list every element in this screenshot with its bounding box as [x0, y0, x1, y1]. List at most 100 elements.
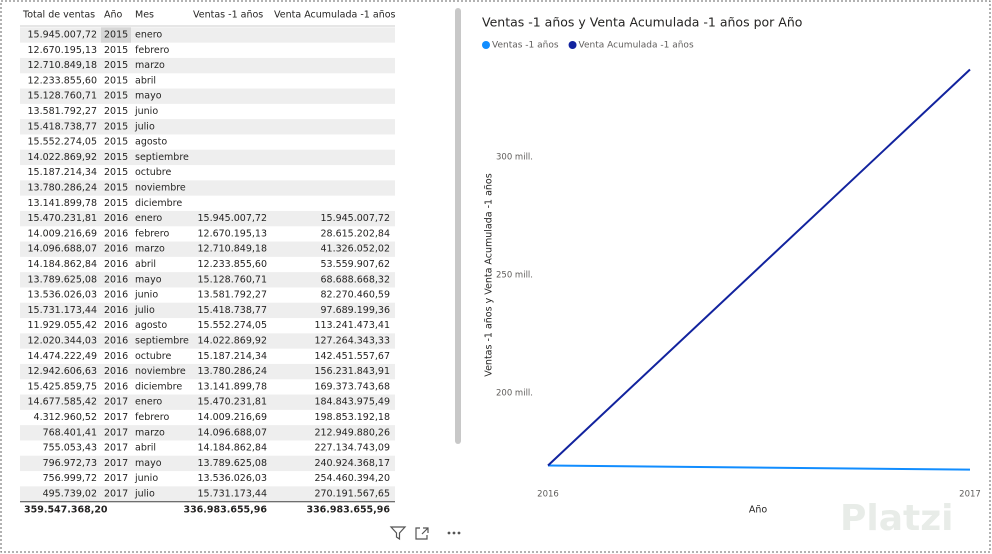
table-cell: octubre	[135, 351, 172, 362]
table-cell: 2017	[104, 397, 128, 408]
column-header: Ventas -1 años	[193, 10, 263, 21]
table-cell: junio	[134, 473, 158, 484]
table-cell: abril	[135, 259, 156, 270]
table-cell: 768.401,41	[43, 427, 97, 438]
legend-label: Venta Acumulada -1 años	[579, 41, 694, 51]
table-cell: 14.009.216,69	[27, 228, 97, 239]
column-header: Venta Acumulada -1 años	[274, 10, 396, 21]
row-band	[20, 210, 395, 227]
table-cell: enero	[135, 30, 162, 41]
table-cell: septiembre	[135, 152, 189, 163]
table-cell: junio	[134, 106, 158, 117]
table-cell: 113.241.473,41	[314, 320, 390, 331]
total-cell: 336.983.655,96	[306, 504, 390, 515]
table-cell: 14.022.869,92	[27, 152, 97, 163]
table-cell: 13.581.792,27	[27, 106, 97, 117]
table-cell: 15.731.173,44	[27, 305, 97, 316]
y-tick-label: 300 mill.	[496, 152, 533, 162]
x-tick-label: 2017	[959, 490, 981, 500]
table-cell: 2016	[104, 290, 128, 301]
table-cell: enero	[135, 213, 162, 224]
legend-marker	[568, 41, 577, 49]
table-cell: enero	[135, 397, 162, 408]
table-cell: 14.184.862,84	[27, 259, 97, 270]
table-cell: 12.233.855,60	[27, 75, 97, 86]
table-cell: 53.559.907,62	[320, 259, 390, 270]
table-cell: 13.536.026,03	[197, 473, 267, 484]
table-cell: abril	[135, 75, 156, 86]
table-cell: 82.270.460,59	[320, 290, 390, 301]
table-cell: 4.312.960,52	[34, 412, 97, 423]
table-cell: 15.552.274,05	[27, 137, 97, 148]
table-cell: agosto	[135, 137, 167, 148]
table-cell: 2016	[104, 381, 128, 392]
scrollbar[interactable]	[455, 8, 461, 444]
table-cell: 755.053,43	[43, 443, 97, 454]
expand-icon[interactable]	[415, 527, 429, 540]
table-cell: 2017	[104, 473, 128, 484]
total-cell: 359.547.368,20	[24, 504, 108, 515]
table-cell: 14.474.222,49	[27, 351, 97, 362]
line-series	[547, 464, 971, 471]
table-cell: noviembre	[135, 366, 186, 377]
table-cell: marzo	[135, 427, 165, 438]
table-cell: 2017	[104, 443, 128, 454]
table-cell: 13.536.026,03	[27, 290, 97, 301]
table-cell: 15.418.738,77	[27, 121, 97, 132]
table-cell: 15.128.760,71	[197, 274, 267, 285]
table-cell: 97.689.199,36	[320, 305, 390, 316]
y-tick-label: 250 mill.	[496, 271, 533, 281]
table-cell: 495.739,02	[43, 489, 97, 500]
table-cell: 14.009.216,69	[197, 412, 267, 423]
table-cell: mayo	[135, 274, 162, 285]
table-cell: 212.949.880,26	[314, 427, 390, 438]
table-cell: 13.789.625,08	[197, 458, 267, 469]
table-cell: 15.945.007,72	[320, 213, 390, 224]
table-cell: 15.128.760,71	[27, 91, 97, 102]
table-cell: febrero	[135, 45, 169, 56]
table-cell: 2015	[104, 60, 128, 71]
table-cell: 156.231.843,91	[314, 366, 390, 377]
table-cell: 2016	[104, 244, 128, 255]
table-cell: febrero	[135, 228, 169, 239]
table-cell: 12.233.855,60	[197, 259, 267, 270]
table-cell: noviembre	[135, 183, 186, 194]
table-cell: 2016	[104, 259, 128, 270]
table-cell: 12.670.195,13	[27, 45, 97, 56]
row-highlight	[101, 27, 131, 43]
table-cell: diciembre	[135, 381, 182, 392]
table-cell: 2017	[104, 489, 128, 500]
table-cell: 2015	[104, 45, 128, 56]
table-cell: 13.141.899,78	[27, 198, 97, 209]
table-cell: abril	[135, 443, 156, 454]
column-header: Año	[104, 10, 123, 21]
x-tick-label: 2016	[537, 490, 559, 500]
filter-icon[interactable]	[389, 526, 407, 541]
table-cell: 2015	[104, 75, 128, 86]
table-cell: 198.853.192,18	[314, 412, 390, 423]
table-cell: 169.373.743,68	[314, 381, 390, 392]
table-cell: 14.022.869,92	[197, 336, 267, 347]
row-band	[20, 272, 395, 288]
row-band	[20, 425, 395, 441]
row-band	[20, 119, 395, 135]
table-cell: 2016	[104, 213, 128, 224]
table-cell: 15.187.214,34	[27, 167, 97, 178]
table-cell: marzo	[135, 244, 165, 255]
table-cell: 227.134.743,09	[314, 443, 390, 454]
table-cell: 2015	[104, 183, 128, 194]
table-cell: agosto	[135, 320, 167, 331]
table-cell: 13.581.792,27	[197, 290, 267, 301]
table-cell: 14.096.688,07	[27, 244, 97, 255]
legend-marker	[482, 41, 490, 49]
table-cell: 2016	[104, 320, 128, 331]
legend-label: Ventas -1 años	[492, 41, 559, 51]
row-band	[20, 57, 395, 74]
table-cell: 2015	[104, 167, 128, 178]
row-band	[20, 149, 395, 166]
table-cell: 15.187.214,34	[197, 351, 267, 362]
table-cell: 13.789.625,08	[27, 274, 97, 285]
more-icon[interactable]	[447, 531, 461, 535]
table-cell: 270.191.567,65	[314, 489, 390, 500]
